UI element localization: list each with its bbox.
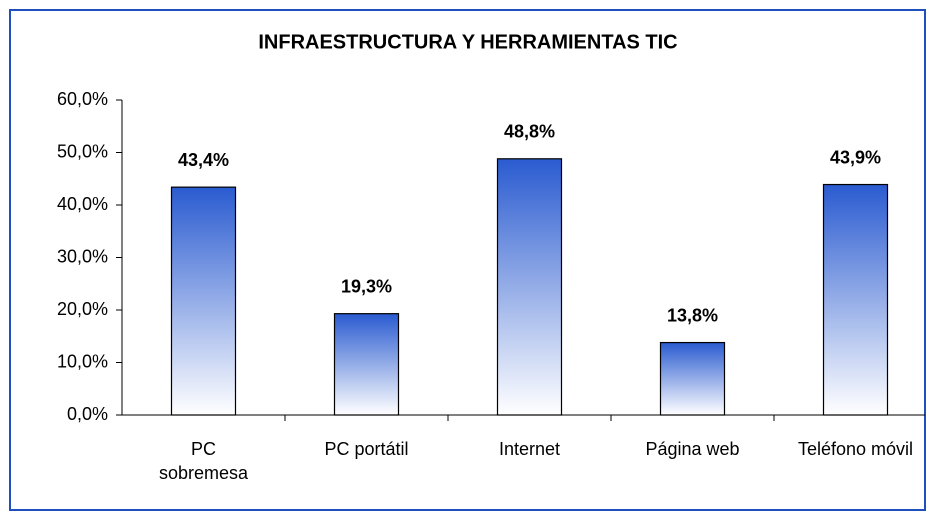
y-tick-label: 30,0% [57, 246, 108, 266]
bar [496, 158, 563, 416]
y-tick-label: 60,0% [57, 89, 108, 109]
x-tick-label: PC sobremesa [158, 439, 249, 483]
bar [170, 186, 237, 416]
x-tick-label-box: PC portátil [324, 439, 409, 459]
x-tick-label-box: Teléfono móvil [797, 439, 914, 459]
y-tick-label: 20,0% [57, 299, 108, 319]
x-tick-label: Internet [498, 439, 561, 459]
y-tick-label: 0,0% [67, 404, 108, 424]
x-tick-label-box: Internet [498, 439, 561, 459]
value-label: 48,8% [504, 122, 555, 142]
x-tick-label: Página web [645, 439, 740, 459]
value-label: 43,9% [830, 147, 881, 167]
y-tick-label: 50,0% [57, 141, 108, 161]
x-tick-label-box: Página web [645, 439, 740, 459]
chart-title: INFRAESTRUCTURA Y HERRAMIENTAS TIC [258, 31, 677, 53]
value-label: 19,3% [341, 276, 392, 296]
y-tick-label: 10,0% [57, 351, 108, 371]
bar [822, 183, 889, 416]
x-tick-label: Teléfono móvil [797, 439, 914, 459]
value-label: 13,8% [667, 305, 718, 325]
x-tick-label-box: PC sobremesa [158, 439, 249, 483]
y-tick-label: 40,0% [57, 194, 108, 214]
bar [333, 313, 400, 416]
chart-frame [9, 9, 926, 511]
value-label: 43,4% [178, 150, 229, 170]
bar [659, 341, 726, 416]
x-tick-label: PC portátil [324, 439, 409, 459]
